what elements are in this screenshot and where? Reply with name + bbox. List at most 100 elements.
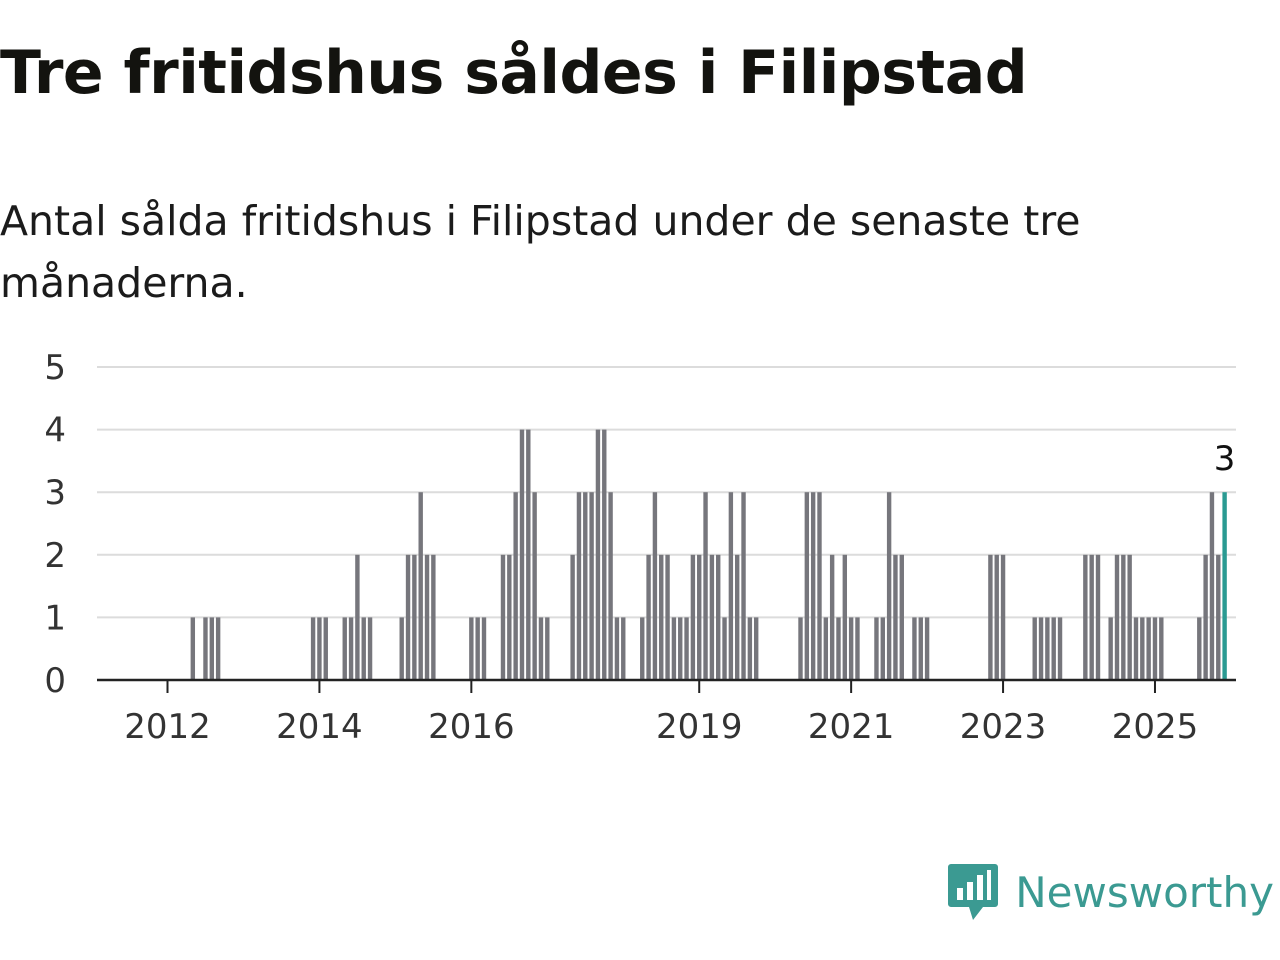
bar xyxy=(665,554,670,680)
bar xyxy=(203,617,208,680)
bar xyxy=(412,554,417,680)
bar xyxy=(829,554,835,680)
y-tick-label: 5 xyxy=(44,348,66,388)
bar xyxy=(1203,554,1208,680)
bar xyxy=(728,492,734,680)
bar xyxy=(703,492,708,680)
bar xyxy=(659,554,664,680)
bar xyxy=(348,617,354,680)
x-tick-label: 2025 xyxy=(1112,707,1199,747)
bar xyxy=(608,492,613,680)
bars xyxy=(190,429,1227,680)
bar xyxy=(621,617,626,680)
bar xyxy=(1051,617,1056,680)
bar xyxy=(545,617,550,680)
bar xyxy=(1083,554,1088,680)
bar xyxy=(209,617,215,680)
bar xyxy=(652,492,658,680)
bar xyxy=(589,492,594,680)
bar-chart: 0 1 2 3 4 5 2012 2014 2016 2019 2021 2023 2025 3 xyxy=(44,348,1236,747)
bar xyxy=(399,617,404,680)
x-tick-label: 2012 xyxy=(124,707,211,747)
bar xyxy=(1159,617,1164,680)
bar xyxy=(1197,617,1202,680)
bar xyxy=(507,554,512,680)
y-tick-label: 2 xyxy=(44,536,66,576)
bar xyxy=(741,492,746,680)
bar xyxy=(513,492,518,680)
bar xyxy=(640,617,645,680)
bar xyxy=(361,617,366,680)
bar xyxy=(342,617,347,680)
bar xyxy=(431,554,436,680)
bar xyxy=(899,554,904,680)
bar xyxy=(310,617,316,680)
bar xyxy=(595,429,601,680)
page-title: Tre fritidshus såldes i Filipstad xyxy=(0,38,1028,108)
newsworthy-logo-icon xyxy=(948,864,999,920)
brand-logo: Newsworthy xyxy=(947,862,1274,922)
bar xyxy=(880,617,885,680)
bar xyxy=(735,554,740,680)
bar xyxy=(690,554,696,680)
bar xyxy=(317,617,322,680)
bar xyxy=(418,492,423,680)
bar xyxy=(405,554,411,680)
bar xyxy=(848,617,854,680)
x-tick-label: 2014 xyxy=(276,707,363,747)
bar-latest xyxy=(1222,492,1227,680)
bar xyxy=(1121,554,1126,680)
bar xyxy=(355,554,360,680)
bar xyxy=(576,492,582,680)
bar xyxy=(646,554,651,680)
bar xyxy=(842,554,848,680)
bar xyxy=(810,492,816,680)
bar xyxy=(918,617,923,680)
bar xyxy=(1140,617,1145,680)
bar xyxy=(481,617,487,680)
bar xyxy=(1038,617,1044,680)
bar xyxy=(1152,617,1158,680)
x-tick-label: 2016 xyxy=(428,707,515,747)
bar xyxy=(1209,492,1215,680)
bar xyxy=(874,617,879,680)
bar xyxy=(1216,554,1221,680)
brand-name: Newsworthy xyxy=(1015,867,1274,917)
bar xyxy=(1133,617,1139,680)
bar xyxy=(684,617,689,680)
bar xyxy=(924,617,930,680)
bar xyxy=(836,617,841,680)
page-subtitle: Antal sålda fritidshus i Filipstad under… xyxy=(0,197,1081,307)
x-tick-label: 2019 xyxy=(656,707,743,747)
bar xyxy=(532,492,537,680)
bar xyxy=(886,492,892,680)
y-tick-label: 3 xyxy=(44,473,66,513)
bar xyxy=(753,617,759,680)
bar xyxy=(994,554,999,680)
bar xyxy=(367,617,373,680)
x-axis-ticks: 2012 2014 2016 2019 2021 2023 2025 xyxy=(124,680,1198,747)
bar xyxy=(709,554,715,680)
bar xyxy=(716,554,721,680)
bar xyxy=(1146,617,1151,680)
bar xyxy=(678,617,683,680)
bar xyxy=(190,617,196,680)
bar xyxy=(893,554,898,680)
y-tick-label: 1 xyxy=(44,598,66,638)
bar xyxy=(804,492,810,680)
bar xyxy=(500,554,506,680)
bar xyxy=(798,617,803,680)
bar xyxy=(570,554,575,680)
bar xyxy=(215,617,221,680)
bar xyxy=(1108,617,1113,680)
bar xyxy=(614,617,620,680)
bar xyxy=(1114,554,1120,680)
bar xyxy=(722,617,727,680)
bar xyxy=(469,617,474,680)
y-tick-label: 0 xyxy=(44,661,66,701)
bar xyxy=(671,617,677,680)
y-axis-ticks: 0 1 2 3 4 5 xyxy=(44,348,66,701)
bar xyxy=(823,617,829,680)
bar xyxy=(988,554,993,680)
last-value-label: 3 xyxy=(1214,439,1236,479)
